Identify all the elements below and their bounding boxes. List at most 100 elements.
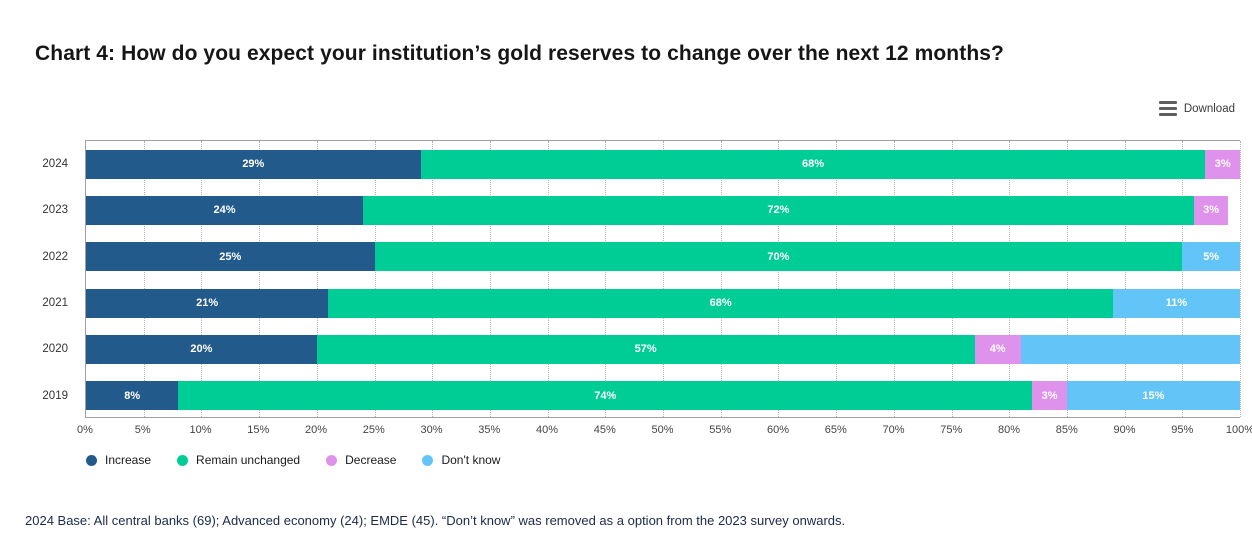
x-tick-95: 95% bbox=[1171, 424, 1194, 436]
gridline-50 bbox=[663, 141, 664, 417]
bar-segment-2021-don-t-know[interactable]: 11% bbox=[1113, 288, 1240, 318]
bar-segment-2024-decrease[interactable]: 3% bbox=[1205, 149, 1240, 179]
legend-marker-icon bbox=[326, 454, 338, 466]
gridline-100 bbox=[1240, 141, 1241, 417]
legend-item-don-t-know[interactable]: Don't know bbox=[422, 453, 500, 467]
x-tick-15: 15% bbox=[247, 424, 270, 436]
gridline-75 bbox=[951, 141, 953, 417]
legend: Increase Remain unchanged Decrease Don't kn… bbox=[86, 453, 500, 467]
bar-value-label: 68% bbox=[709, 297, 732, 310]
x-tick-55: 55% bbox=[709, 424, 732, 436]
bar-segment-2020-decrease[interactable]: 4% bbox=[974, 334, 1021, 364]
legend-label: Decrease bbox=[345, 453, 397, 467]
bar-value-label: 21% bbox=[196, 297, 219, 310]
bar-segment-2023-increase[interactable]: 24% bbox=[86, 195, 363, 225]
bar-segment-2019-decrease[interactable]: 3% bbox=[1032, 381, 1067, 411]
bar-value-label: 8% bbox=[124, 389, 141, 402]
x-tick-85: 85% bbox=[1055, 424, 1078, 436]
x-tick-10: 10% bbox=[189, 424, 212, 436]
gridline-35 bbox=[489, 141, 491, 417]
x-tick-50: 50% bbox=[651, 424, 674, 436]
x-axis: 0% 5% 10% 15% 20% 25% 30% 35% 40% 45% 50% 55% 60% 65%… bbox=[77, 424, 1252, 440]
bar-segment-2021-increase[interactable]: 21% bbox=[86, 288, 329, 318]
row-label-2024: 2024 bbox=[42, 158, 68, 171]
bar-segment-2022-increase[interactable]: 25% bbox=[86, 242, 375, 272]
bar-track-2023: 24% 72% 3% bbox=[86, 195, 1240, 225]
gridline-55 bbox=[720, 141, 722, 417]
bar-segment-2019-remain-unchanged[interactable]: 74% bbox=[178, 381, 1033, 411]
gridline-90 bbox=[1124, 141, 1126, 417]
gridline-45 bbox=[605, 141, 607, 417]
bar-segment-2022-remain-unchanged[interactable]: 70% bbox=[374, 242, 1183, 272]
gridline-5 bbox=[143, 141, 145, 417]
x-tick-0: 0% bbox=[77, 424, 93, 436]
bar-segment-2024-remain-unchanged[interactable]: 68% bbox=[420, 149, 1206, 179]
x-tick-65: 65% bbox=[824, 424, 847, 436]
bar-value-label: 68% bbox=[802, 158, 825, 171]
row-label-2019: 2019 bbox=[42, 389, 68, 402]
x-tick-40: 40% bbox=[535, 424, 559, 436]
gridline-40 bbox=[547, 141, 549, 417]
x-tick-75: 75% bbox=[940, 424, 963, 436]
bar-track-2021: 21% 68% 11% bbox=[86, 288, 1240, 318]
x-tick-20: 20% bbox=[304, 424, 328, 436]
legend-item-remain-unchanged[interactable]: Remain unchanged bbox=[177, 453, 300, 467]
x-tick-45: 45% bbox=[593, 424, 616, 436]
gridline-25 bbox=[374, 141, 376, 417]
bar-value-label: 11% bbox=[1165, 297, 1188, 310]
bar-segment-2022-don-t-know[interactable]: 5% bbox=[1182, 242, 1240, 272]
bar-value-label: 20% bbox=[190, 343, 213, 356]
bar-segment-2024-increase[interactable]: 29% bbox=[86, 149, 421, 179]
x-tick-90: 90% bbox=[1113, 424, 1136, 436]
bar-value-label: 3% bbox=[1041, 389, 1058, 402]
x-tick-30: 30% bbox=[420, 424, 443, 436]
chart-row-2019: 2019 8% 74% 3% 15% bbox=[42, 373, 1240, 419]
bar-segment-2020-increase[interactable]: 20% bbox=[86, 334, 317, 364]
bar-track-2024: 29% 68% 3% bbox=[86, 149, 1240, 179]
bar-value-label: 57% bbox=[634, 343, 657, 356]
bar-value-label: 74% bbox=[594, 389, 617, 402]
row-label-2021: 2021 bbox=[42, 297, 68, 310]
bar-segment-2019-increase[interactable]: 8% bbox=[86, 381, 179, 411]
chart-row-2024: 2024 29% 68% 3% bbox=[42, 141, 1240, 187]
gridline-80 bbox=[1009, 141, 1011, 417]
legend-item-decrease[interactable]: Decrease bbox=[326, 453, 396, 467]
bar-segment-2021-remain-unchanged[interactable]: 68% bbox=[328, 288, 1114, 318]
gridline-15 bbox=[259, 141, 261, 417]
bar-segment-2020-remain-unchanged[interactable]: 57% bbox=[316, 334, 975, 364]
bar-track-2019: 8% 74% 3% 15% bbox=[86, 381, 1240, 411]
gridline-65 bbox=[836, 141, 838, 417]
legend-marker-icon bbox=[177, 454, 189, 466]
legend-item-increase[interactable]: Increase bbox=[86, 453, 151, 467]
gridline-10 bbox=[201, 141, 203, 417]
gridline-70 bbox=[893, 141, 895, 417]
bar-segment-2020-don-t-know[interactable] bbox=[1020, 334, 1240, 364]
gridline-95 bbox=[1182, 141, 1184, 417]
bar-value-label: 24% bbox=[213, 204, 236, 217]
bar-segment-2019-don-t-know[interactable]: 15% bbox=[1066, 381, 1240, 411]
page-title: Chart 4: How do you expect your institut… bbox=[35, 42, 1004, 65]
gridline-60 bbox=[778, 141, 780, 417]
download-button[interactable]: Download bbox=[1158, 101, 1235, 116]
gridline-20 bbox=[316, 141, 318, 417]
chart-row-2023: 2023 24% 72% 3% bbox=[42, 187, 1240, 233]
row-label-2020: 2020 bbox=[42, 343, 68, 356]
bar-segment-2023-decrease[interactable]: 3% bbox=[1193, 195, 1229, 225]
bar-track-2022: 25% 70% 5% bbox=[86, 242, 1240, 272]
legend-marker-icon bbox=[422, 454, 434, 466]
x-tick-25: 25% bbox=[362, 424, 385, 436]
bar-value-label: 25% bbox=[219, 250, 242, 263]
bar-value-label: 72% bbox=[767, 204, 790, 217]
bar-value-label: 29% bbox=[242, 158, 265, 171]
plot-area: 2024 29% 68% 3% 2023 24% 72% 3% 2022 25% 70% 5% 2021… bbox=[42, 140, 1241, 419]
download-label: Download bbox=[1183, 102, 1235, 115]
bar-value-label: 70% bbox=[767, 250, 790, 263]
x-tick-100: 100% bbox=[1225, 424, 1252, 436]
bar-segment-2023-remain-unchanged[interactable]: 72% bbox=[362, 195, 1194, 225]
legend-label: Don't know bbox=[441, 453, 501, 467]
row-label-2023: 2023 bbox=[42, 204, 68, 217]
x-tick-5: 5% bbox=[134, 424, 151, 436]
bar-track-2020: 20% 57% 4% bbox=[86, 334, 1240, 364]
gridline-30 bbox=[432, 141, 434, 417]
